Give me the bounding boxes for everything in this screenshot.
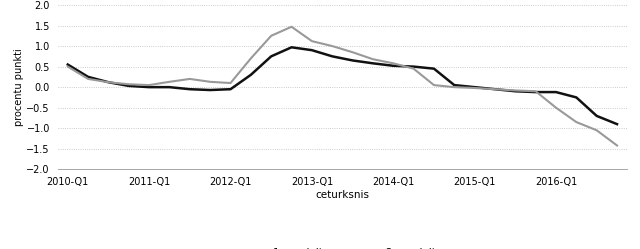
2. modelis [430, 84, 438, 87]
2. modelis [268, 34, 275, 37]
1. modelis [369, 62, 377, 65]
1. modelis [491, 88, 499, 91]
1. modelis [186, 88, 194, 91]
2. modelis [613, 144, 621, 147]
2. modelis [593, 129, 600, 132]
2. modelis [389, 62, 397, 65]
1. modelis [308, 49, 316, 52]
1. modelis [247, 73, 255, 76]
1. modelis [573, 96, 580, 99]
1. modelis [64, 63, 72, 66]
1. modelis [451, 84, 458, 87]
2. modelis [552, 106, 560, 109]
1. modelis [328, 55, 336, 58]
2. modelis [84, 77, 92, 80]
1. modelis [430, 67, 438, 70]
1. modelis [389, 64, 397, 67]
1. modelis [410, 65, 417, 68]
1. modelis [125, 84, 132, 87]
2. modelis [369, 58, 377, 61]
1. modelis [84, 75, 92, 78]
1. modelis [288, 46, 296, 49]
1. modelis [593, 114, 600, 117]
2. modelis [308, 40, 316, 43]
2. modelis [206, 80, 214, 83]
Y-axis label: procentu punkti: procentu punkti [13, 48, 24, 126]
2. modelis [104, 81, 112, 84]
2. modelis [145, 84, 153, 87]
2. modelis [227, 82, 234, 85]
1. modelis [532, 91, 540, 94]
1. modelis [552, 91, 560, 94]
Legend: 1. modelis, 2. modelis: 1. modelis, 2. modelis [240, 244, 445, 249]
2. modelis [410, 67, 417, 70]
2. modelis [349, 51, 356, 54]
1. modelis [166, 86, 173, 89]
2. modelis [247, 57, 255, 60]
1. modelis [145, 86, 153, 89]
2. modelis [573, 121, 580, 124]
2. modelis [186, 77, 194, 80]
1. modelis [349, 59, 356, 62]
1. modelis [471, 86, 479, 89]
2. modelis [451, 86, 458, 89]
2. modelis [288, 25, 296, 28]
X-axis label: ceturksnis: ceturksnis [316, 190, 369, 200]
1. modelis [511, 90, 519, 93]
1. modelis [206, 89, 214, 92]
Line: 1. modelis: 1. modelis [68, 47, 617, 124]
2. modelis [166, 80, 173, 83]
2. modelis [125, 83, 132, 86]
1. modelis [613, 123, 621, 125]
2. modelis [511, 89, 519, 92]
2. modelis [328, 45, 336, 48]
2. modelis [491, 88, 499, 91]
1. modelis [104, 81, 112, 84]
Line: 2. modelis: 2. modelis [68, 27, 617, 145]
1. modelis [268, 55, 275, 58]
1. modelis [227, 88, 234, 91]
2. modelis [532, 90, 540, 93]
2. modelis [64, 65, 72, 68]
2. modelis [471, 86, 479, 89]
